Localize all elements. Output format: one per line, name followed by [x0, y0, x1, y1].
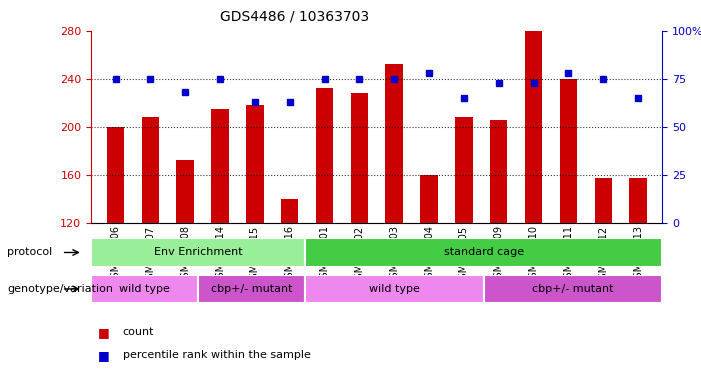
Bar: [490, 119, 508, 223]
Text: genotype/variation: genotype/variation: [7, 284, 113, 294]
Bar: [629, 178, 647, 223]
Bar: [594, 178, 612, 223]
Text: ■: ■: [98, 326, 110, 339]
Text: wild type: wild type: [369, 284, 420, 294]
Bar: [142, 117, 159, 223]
Bar: [177, 161, 194, 223]
Bar: [386, 64, 403, 223]
Bar: [306, 238, 662, 267]
Bar: [525, 31, 543, 223]
Bar: [306, 275, 484, 303]
Text: standard cage: standard cage: [444, 247, 524, 258]
Text: ■: ■: [98, 349, 110, 362]
Text: percentile rank within the sample: percentile rank within the sample: [123, 350, 311, 360]
Text: GDS4486 / 10363703: GDS4486 / 10363703: [220, 10, 369, 23]
Bar: [350, 93, 368, 223]
Bar: [559, 79, 577, 223]
Bar: [484, 275, 662, 303]
Bar: [198, 275, 306, 303]
Bar: [91, 238, 306, 267]
Bar: [91, 275, 198, 303]
Text: cbp+/- mutant: cbp+/- mutant: [533, 284, 614, 294]
Text: wild type: wild type: [119, 284, 170, 294]
Text: count: count: [123, 327, 154, 337]
Bar: [107, 127, 124, 223]
Text: cbp+/- mutant: cbp+/- mutant: [211, 284, 292, 294]
Bar: [421, 175, 437, 223]
Bar: [246, 105, 264, 223]
Text: protocol: protocol: [7, 247, 53, 257]
Bar: [455, 117, 472, 223]
Bar: [211, 109, 229, 223]
Bar: [281, 199, 299, 223]
Bar: [316, 88, 333, 223]
Text: Env Enrichment: Env Enrichment: [154, 247, 243, 258]
